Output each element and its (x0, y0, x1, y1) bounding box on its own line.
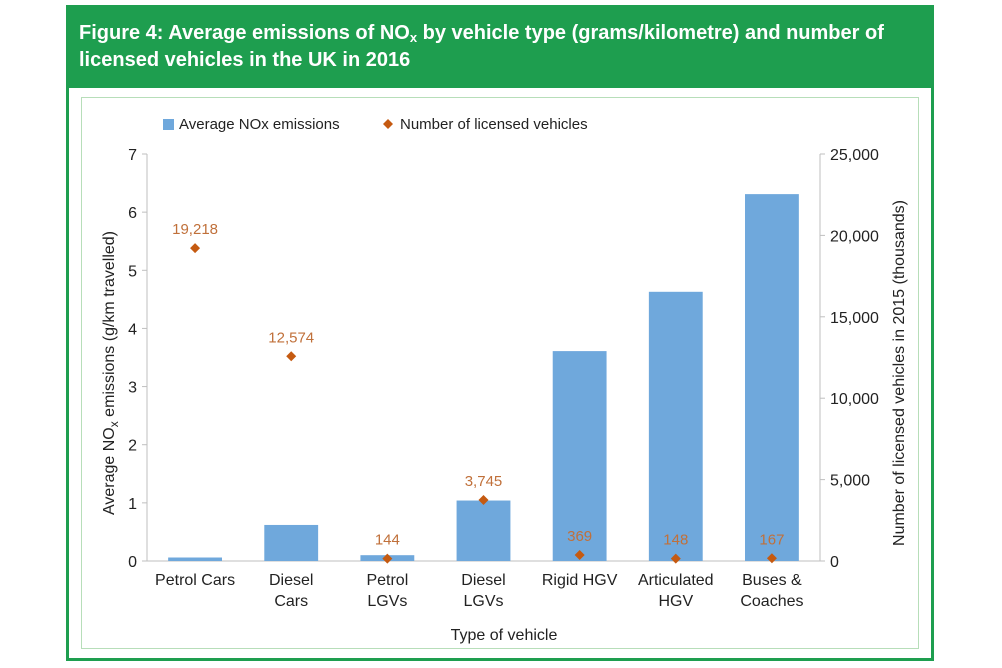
x-axis-categories: Petrol Cars Diesel Cars Petrol LGVs Diesel LGV… (155, 572, 803, 610)
x-axis-category-label: Petrol (366, 572, 408, 589)
bar-series (168, 194, 799, 561)
chart-panel: Average NOx emissions Number of licensed… (81, 97, 919, 649)
marker-data-label: 148 (663, 532, 688, 549)
bar (264, 524, 319, 561)
y-axis-left-tick-label: 7 (128, 147, 137, 164)
y-axis-left-tick-label: 4 (128, 321, 137, 338)
marker-point (766, 553, 777, 564)
marker-data-label: 12,574 (268, 329, 314, 346)
x-axis-category-label: Petrol Cars (155, 572, 235, 589)
y-axis-right-tick-label: 0 (830, 554, 839, 571)
marker-data-label: 19,218 (172, 221, 218, 238)
y-axis-left-tick-label: 3 (128, 380, 137, 397)
title-prefix: Figure 4: Average emissions of NO (79, 22, 410, 44)
y-axis-left-tick-label: 5 (128, 263, 137, 280)
y-axis-left-title-prefix: Average NO (101, 427, 118, 515)
marker-data-label: 369 (567, 528, 592, 545)
y-axis-left-title-subscript: x (107, 421, 121, 427)
marker-point (382, 553, 393, 564)
x-axis-category-label: LGVs (367, 593, 407, 610)
legend: Average NOx emissions Number of licensed… (163, 116, 588, 133)
x-axis-category-label: LGVs (463, 593, 503, 610)
marker-data-label: 3,745 (465, 473, 503, 490)
x-axis-category-label: Cars (274, 593, 308, 610)
y-axis-left-tick-label: 2 (128, 438, 137, 455)
y-axis-right-tick-label: 15,000 (830, 310, 879, 327)
y-axis-left-title: Average NOx emissions (g/km travelled) (101, 231, 121, 515)
x-axis-category-label: Coaches (740, 593, 803, 610)
figure-header: Figure 4: Average emissions of NOx by ve… (69, 8, 931, 88)
figure-frame: Figure 4: Average emissions of NOx by ve… (66, 5, 934, 661)
legend-label-marker: Number of licensed vehicles (400, 116, 588, 133)
x-axis-category-label: HGV (658, 593, 693, 610)
x-axis-category-label: Diesel (269, 572, 313, 589)
y-axis-right-title: Number of licensed vehicles in 2015 (tho… (891, 200, 908, 546)
x-axis-category-label: Rigid HGV (542, 572, 618, 589)
bar (552, 351, 607, 561)
bar (745, 194, 799, 561)
y-axis-left-tick-label: 6 (128, 205, 137, 222)
x-axis-category-label: Buses & (742, 572, 802, 589)
y-axis-right-tick-label: 10,000 (830, 391, 879, 408)
y-axis-right-tick-label: 20,000 (830, 228, 879, 245)
y-axis-left-tick-label: 0 (128, 554, 137, 571)
marker-point (286, 351, 297, 362)
bar (456, 500, 511, 561)
legend-label-bar: Average NOx emissions (179, 116, 340, 133)
x-axis-category-label: Articulated (638, 572, 714, 589)
marker-series: 19,218 12,574 144 3,745 369 148 167 (172, 221, 784, 564)
legend-swatch-bar (163, 119, 174, 130)
title-suffix: by vehicle type (grams/kilometre) and nu… (79, 22, 884, 71)
legend-swatch-marker (383, 119, 393, 129)
marker-point (670, 553, 681, 564)
figure-title: Figure 4: Average emissions of NOx by ve… (79, 20, 919, 74)
marker-point (478, 495, 489, 506)
bar (168, 557, 222, 561)
marker-point (190, 243, 201, 254)
y-axis-left-title-suffix: emissions (g/km travelled) (101, 231, 118, 421)
marker-point (574, 549, 585, 560)
right-axis: 0 5,000 10,000 15,000 20,000 25,000 (819, 147, 879, 571)
chart: Average NOx emissions Number of licensed… (101, 116, 908, 644)
marker-data-label: 167 (759, 531, 784, 548)
marker-data-label: 144 (375, 532, 400, 549)
bar (648, 291, 703, 561)
title-subscript: x (409, 30, 418, 45)
y-axis-left-tick-label: 1 (128, 496, 137, 513)
y-axis-right-tick-label: 25,000 (830, 147, 879, 164)
x-axis-category-label: Diesel (461, 572, 505, 589)
y-axis-right-tick-label: 5,000 (830, 473, 870, 490)
x-axis-title: Type of vehicle (451, 627, 558, 644)
